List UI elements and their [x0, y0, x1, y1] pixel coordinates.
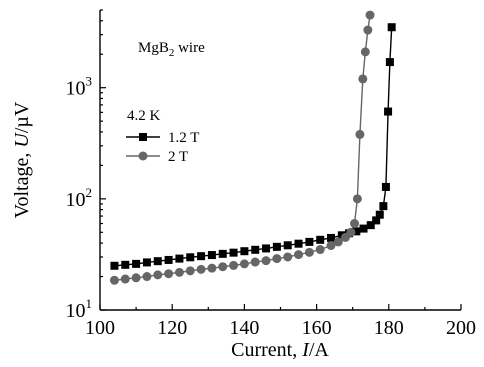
- y-tick-label: 101: [66, 296, 93, 322]
- data-point-1: [261, 256, 271, 266]
- data-point-0: [207, 251, 216, 260]
- data-point-1: [363, 25, 373, 35]
- legend-marker-square: [139, 133, 147, 141]
- data-point-1: [283, 252, 293, 262]
- data-point-1: [355, 129, 365, 139]
- data-point-1: [109, 275, 119, 285]
- x-tick-label: 140: [229, 317, 259, 339]
- data-point-0: [372, 216, 381, 225]
- data-point-0: [366, 221, 375, 230]
- data-point-0: [384, 107, 393, 116]
- x-tick-label: 180: [374, 317, 404, 339]
- data-point-0: [352, 227, 361, 236]
- data-point-1: [153, 270, 163, 280]
- x-tick-label: 200: [446, 317, 476, 339]
- data-point-0: [186, 253, 195, 262]
- data-point-0: [262, 244, 271, 253]
- data-point-0: [375, 210, 384, 219]
- data-point-1: [196, 264, 206, 274]
- data-point-1: [218, 262, 228, 272]
- y-axis-title: Voltage, U/µV: [11, 101, 33, 218]
- data-point-0: [240, 247, 249, 256]
- data-point-0: [385, 58, 394, 67]
- y-tick-label: 102: [66, 185, 93, 211]
- data-point-1: [164, 269, 174, 279]
- data-point-1: [174, 267, 184, 277]
- legend-marker-circle: [138, 151, 148, 161]
- data-point-0: [153, 257, 162, 266]
- data-point-0: [379, 202, 388, 211]
- data-point-1: [365, 10, 375, 20]
- data-point-0: [359, 224, 368, 233]
- data-point-0: [272, 242, 281, 251]
- data-point-0: [229, 248, 238, 257]
- data-point-0: [142, 258, 151, 267]
- data-point-0: [294, 239, 303, 248]
- data-point-1: [120, 274, 130, 284]
- x-axis-title: Current, I/A: [231, 339, 329, 361]
- data-point-0: [197, 252, 206, 261]
- sample-label: MgB2 wire: [138, 40, 205, 59]
- temperature-label: 4.2 K: [127, 108, 161, 124]
- data-point-1: [239, 259, 249, 269]
- data-point-0: [387, 23, 396, 32]
- data-point-0: [327, 233, 336, 242]
- data-point-1: [315, 245, 325, 255]
- data-point-1: [250, 257, 260, 267]
- legend-label: 2 T: [168, 149, 188, 165]
- data-point-1: [142, 272, 152, 282]
- data-point-0: [305, 237, 314, 246]
- data-point-1: [352, 194, 362, 204]
- data-point-1: [304, 247, 314, 257]
- legend-label: 1.2 T: [168, 130, 199, 146]
- data-point-0: [316, 235, 325, 244]
- y-tick-label: 103: [66, 74, 93, 100]
- data-point-1: [358, 74, 368, 84]
- data-point-0: [251, 245, 260, 254]
- data-point-0: [218, 249, 227, 258]
- x-tick-label: 160: [302, 317, 332, 339]
- data-point-0: [121, 260, 130, 269]
- data-point-1: [131, 273, 141, 283]
- data-point-1: [350, 219, 360, 229]
- data-point-0: [381, 182, 390, 191]
- data-point-1: [326, 241, 336, 251]
- data-point-0: [283, 241, 292, 250]
- data-point-1: [185, 266, 195, 276]
- data-point-0: [164, 255, 173, 264]
- x-tick-label: 100: [85, 317, 115, 339]
- x-tick-label: 120: [157, 317, 187, 339]
- data-point-0: [110, 261, 119, 270]
- data-point-1: [229, 260, 239, 270]
- data-point-0: [132, 259, 141, 268]
- data-point-0: [175, 254, 184, 263]
- data-point-1: [272, 254, 282, 264]
- data-point-1: [333, 237, 343, 247]
- data-point-1: [346, 227, 356, 237]
- legend: 1.2 T 2 T: [126, 130, 199, 165]
- data-point-1: [294, 250, 304, 260]
- data-point-1: [360, 47, 370, 57]
- data-point-1: [207, 263, 217, 273]
